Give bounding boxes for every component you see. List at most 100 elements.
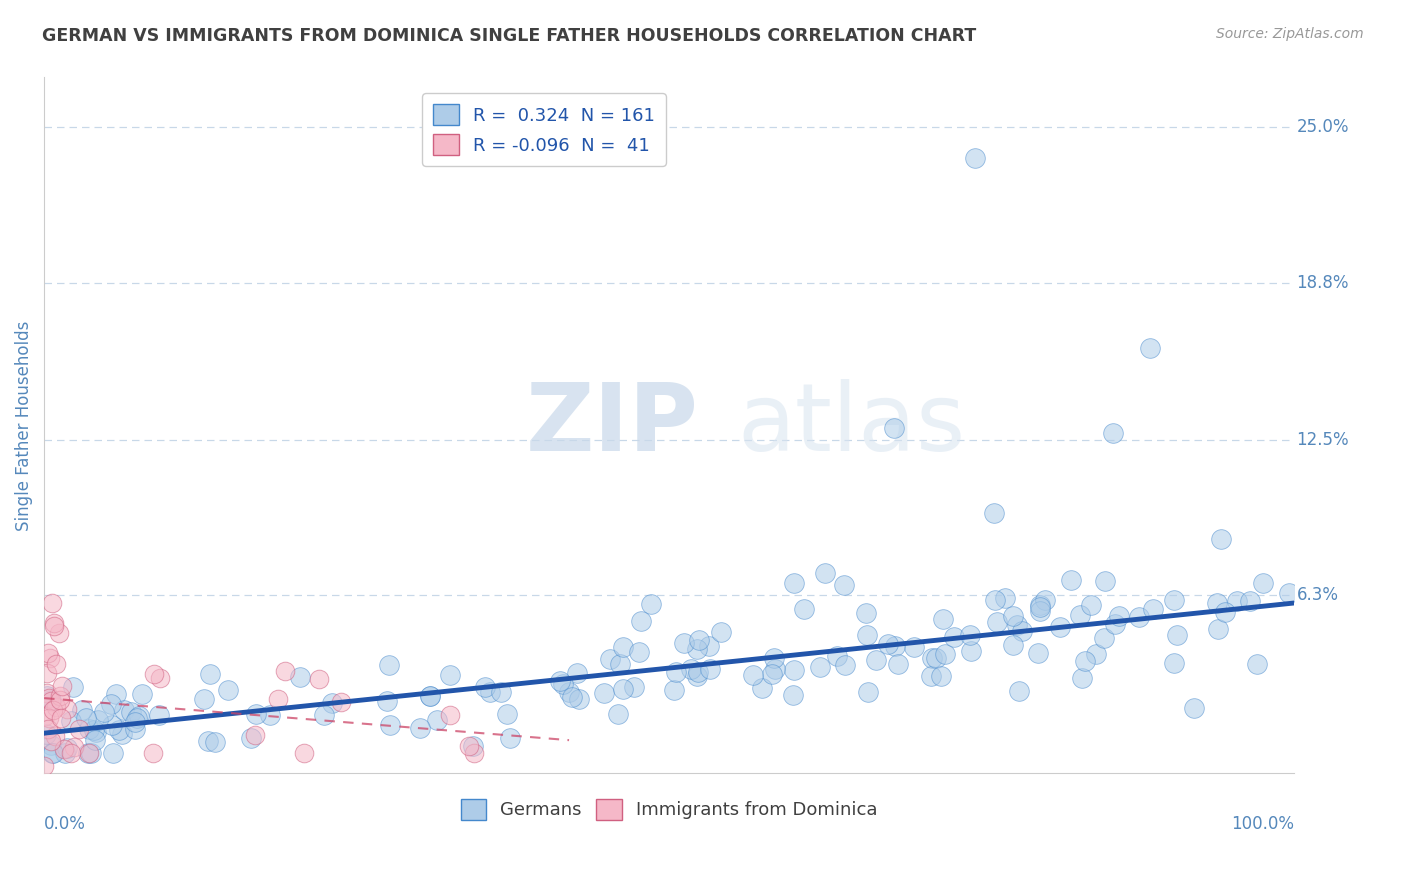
Point [832,578,855,592]
Point [903,640,925,655]
Point [568,692,591,706]
Point [131,687,153,701]
Point [38,691,60,706]
Point [35,690,58,704]
Point [70,703,93,717]
Text: 12.5%: 12.5% [1296,432,1350,450]
Point [1094,574,1116,589]
Point [463,746,485,760]
Point [627,645,650,659]
Point [920,669,942,683]
Text: 25.0%: 25.0% [1296,119,1348,136]
Point [124,723,146,737]
Point [761,666,783,681]
Point [782,688,804,702]
Point [39,693,62,707]
Point [1206,596,1229,610]
Text: 6.3%: 6.3% [1296,587,1339,605]
Point [1029,598,1052,612]
Point [814,566,837,580]
Point [593,686,616,700]
Point [960,644,983,658]
Point [609,657,631,671]
Point [198,666,221,681]
Point [127,711,149,725]
Point [37,722,59,736]
Point [77,746,100,760]
Point [699,662,721,676]
Point [742,668,765,682]
Point [44,730,66,744]
Point [491,684,513,698]
Point [1128,609,1150,624]
Text: 18.8%: 18.8% [1296,274,1348,292]
Point [825,649,848,664]
Point [783,663,806,677]
Point [124,714,146,729]
Point [148,708,170,723]
Point [142,746,165,760]
Point [35,727,58,741]
Point [943,630,966,644]
Point [1142,602,1164,616]
Point [34,708,56,723]
Point [321,697,343,711]
Point [808,660,831,674]
Point [55,702,77,716]
Point [681,663,703,677]
Point [612,682,634,697]
Point [267,692,290,706]
Point [710,624,733,639]
Point [983,506,1005,520]
Point [664,683,686,698]
Point [921,651,943,665]
Point [686,665,709,679]
Point [986,615,1008,629]
Point [983,593,1005,607]
Point [39,738,62,752]
Point [1084,647,1107,661]
Point [1001,609,1024,624]
Point [856,628,879,642]
Point [274,664,297,678]
Point [1278,585,1301,599]
Point [49,711,72,725]
Point [375,694,398,708]
Text: Source: ZipAtlas.com: Source: ZipAtlas.com [1216,27,1364,41]
Point [45,657,67,672]
Point [457,739,479,753]
Text: ZIP: ZIP [526,379,699,471]
Point [378,718,401,732]
Point [1094,631,1116,645]
Point [834,657,856,672]
Point [439,668,461,682]
Point [39,651,62,665]
Point [1246,657,1268,672]
Point [114,703,136,717]
Point [751,681,773,695]
Point [80,746,103,760]
Point [558,684,581,698]
Point [640,597,662,611]
Point [1215,605,1237,619]
Point [689,632,711,647]
Point [1070,671,1092,685]
Point [120,706,142,720]
Point [408,721,430,735]
Point [1073,654,1095,668]
Point [42,703,65,717]
Point [292,746,315,760]
Point [763,662,786,676]
Point [1101,425,1123,440]
Point [197,734,219,748]
Point [612,640,634,655]
Point [86,724,108,739]
Point [1033,593,1056,607]
Point [111,727,134,741]
Point [62,680,84,694]
Legend: Germans, Immigrants from Dominica: Germans, Immigrants from Dominica [453,791,884,827]
Point [39,694,62,708]
Point [419,689,441,703]
Point [855,606,877,620]
Point [314,707,336,722]
